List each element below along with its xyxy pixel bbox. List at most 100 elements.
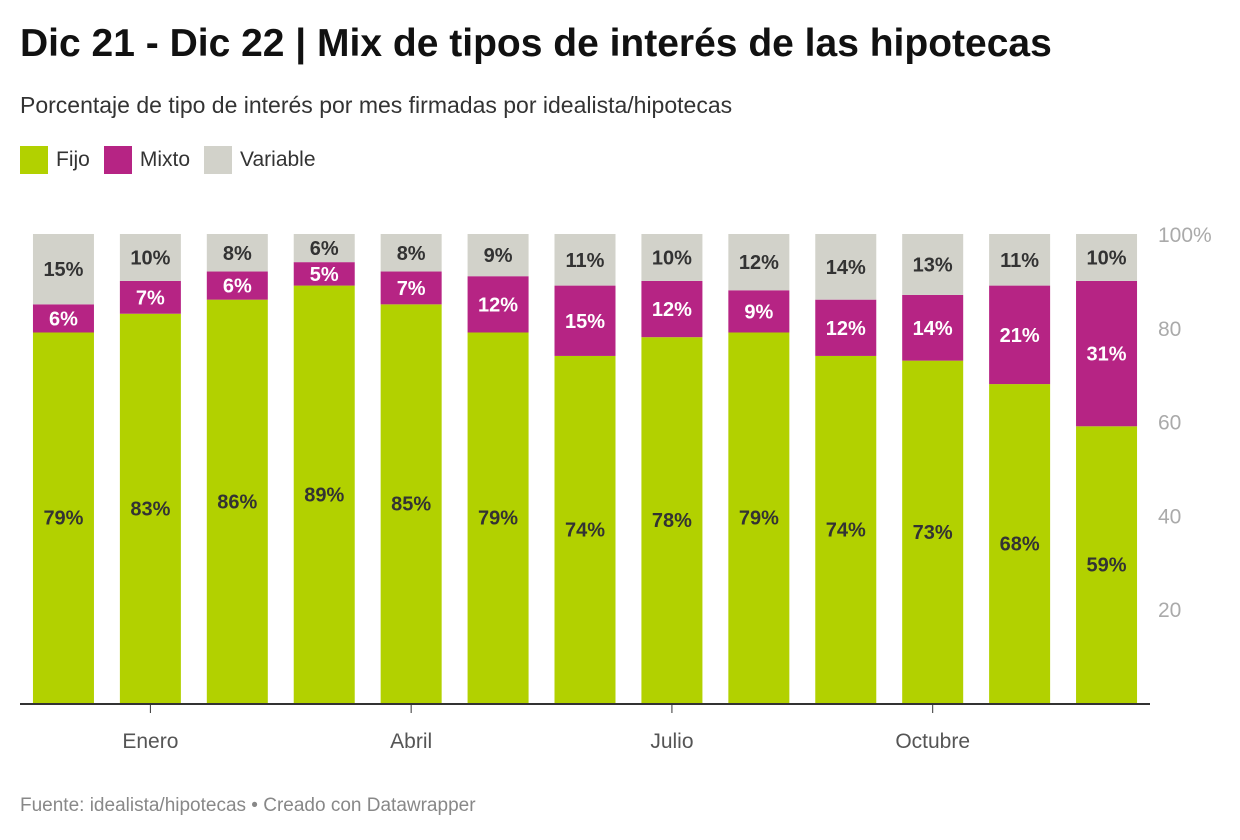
bar-label-fijo: 68%	[1000, 534, 1040, 556]
bar-mixto	[989, 285, 1051, 385]
bar-label-variable: 13%	[913, 254, 953, 276]
bar-label-fijo: 79%	[739, 508, 779, 530]
chart-title: Dic 21 - Dic 22 | Mix de tipos de interé…	[20, 22, 1052, 65]
bar-label-fijo: 83%	[130, 498, 170, 520]
x-tick-label: Octubre	[895, 730, 970, 753]
bar-label-variable: 8%	[397, 243, 426, 265]
bar-fijo	[119, 313, 181, 703]
bar-label-mixto: 15%	[565, 311, 605, 333]
bar-mixto	[119, 280, 181, 314]
bar-label-fijo: 73%	[913, 522, 953, 544]
bar-label-variable: 11%	[566, 250, 605, 272]
x-tick-label: Enero	[122, 730, 178, 753]
bar-fijo	[815, 355, 877, 703]
bar-label-fijo: 79%	[478, 508, 518, 530]
x-tick-label: Abril	[390, 730, 432, 753]
bar-fijo	[641, 337, 703, 703]
bar-label-mixto: 12%	[652, 299, 692, 321]
legend-swatch-variable	[204, 146, 233, 174]
legend-item-variable: Variable	[204, 146, 316, 174]
bar-mixto	[293, 262, 355, 286]
bar-variable	[728, 234, 790, 291]
bar-label-variable: 11%	[1000, 250, 1039, 272]
bar-label-variable: 6%	[310, 238, 339, 260]
bar-label-variable: 10%	[1087, 247, 1127, 269]
bar-fijo	[989, 384, 1051, 703]
y-tick-label: 40	[1158, 505, 1181, 528]
legend-label-variable: Variable	[240, 148, 316, 171]
bar-label-fijo: 59%	[1087, 555, 1127, 577]
bar-mixto	[1076, 280, 1138, 427]
legend-label-mixto: Mixto	[139, 148, 191, 171]
source-note: Fuente: idealista/hipotecas • Creado con…	[20, 795, 476, 816]
bar-mixto	[641, 280, 703, 338]
bar-fijo	[380, 304, 442, 703]
bar-label-variable: 12%	[739, 252, 779, 274]
bar-label-fijo: 79%	[43, 508, 83, 530]
y-tick-label: 60	[1158, 412, 1181, 435]
bar-variable	[467, 234, 529, 277]
bar-label-mixto: 12%	[478, 294, 518, 316]
legend-swatch-fijo	[20, 146, 48, 174]
bar-label-variable: 14%	[826, 257, 866, 279]
bar-fijo	[467, 332, 529, 703]
bar-variable	[206, 234, 268, 272]
bar-variable	[380, 234, 442, 272]
bar-variable	[293, 234, 355, 263]
chart-subtitle: Porcentaje de tipo de interés por mes fi…	[20, 92, 733, 118]
legend-swatch-mixto	[103, 146, 132, 174]
bar-variable	[641, 234, 703, 281]
bar-variable	[119, 234, 181, 281]
bar-label-mixto: 6%	[223, 276, 252, 298]
bar-label-variable: 8%	[223, 243, 252, 265]
bar-variable	[1076, 234, 1138, 281]
y-tick-label: 100%	[1158, 224, 1212, 247]
bar-fijo	[728, 332, 790, 703]
bar-label-mixto: 6%	[49, 308, 78, 330]
legend-item-fijo: Fijo	[20, 146, 90, 174]
legend: Fijo Mixto Variable	[20, 146, 330, 174]
bar-label-mixto: 7%	[397, 278, 426, 300]
bar-label-variable: 15%	[43, 259, 83, 281]
bar-label-mixto: 5%	[310, 264, 339, 286]
bar-variable	[815, 234, 877, 300]
bar-fijo	[293, 285, 355, 703]
legend-item-mixto: Mixto	[103, 146, 191, 174]
bar-label-variable: 10%	[652, 247, 692, 269]
bar-mixto	[902, 294, 964, 361]
bar-fijo	[206, 299, 268, 703]
bar-label-fijo: 74%	[826, 519, 866, 541]
bar-label-fijo: 85%	[391, 494, 431, 516]
bar-label-fijo: 86%	[217, 491, 257, 513]
bar-mixto	[728, 290, 790, 333]
bar-variable	[989, 234, 1051, 286]
bar-label-variable: 10%	[130, 247, 170, 269]
bar-variable	[32, 234, 94, 305]
bar-mixto	[380, 271, 442, 305]
bar-variable	[554, 234, 616, 286]
y-tick-label: 80	[1158, 318, 1181, 341]
bar-mixto	[206, 271, 268, 300]
y-tick-label: 20	[1158, 599, 1181, 622]
bar-fijo	[32, 332, 94, 703]
bar-mixto	[815, 299, 877, 356]
bar-fijo	[902, 360, 964, 703]
bar-label-fijo: 78%	[652, 510, 692, 532]
bar-fijo	[554, 355, 616, 703]
bar-mixto	[32, 304, 94, 333]
bar-label-fijo: 74%	[565, 519, 605, 541]
bar-mixto	[467, 276, 529, 333]
bar-label-mixto: 31%	[1087, 344, 1127, 366]
bar-mixto	[554, 285, 616, 356]
bar-fijo	[1076, 426, 1138, 703]
bar-variable	[902, 234, 964, 295]
bar-label-mixto: 7%	[136, 287, 165, 309]
bar-label-mixto: 9%	[744, 301, 773, 323]
bar-label-mixto: 12%	[826, 318, 866, 340]
bar-label-mixto: 14%	[913, 318, 953, 340]
bar-label-mixto: 21%	[1000, 325, 1040, 347]
bar-label-fijo: 89%	[304, 484, 344, 506]
bar-label-variable: 9%	[484, 245, 513, 267]
legend-label-fijo: Fijo	[56, 148, 90, 171]
